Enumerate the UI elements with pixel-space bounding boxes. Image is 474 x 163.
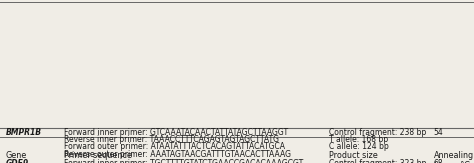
Text: Forward inner primer: TGCTTTTGTATCTGAACCGACACAAAGCGT: Forward inner primer: TGCTTTTGTATCTGAACC… — [64, 160, 303, 163]
Text: Control fragment: 238 bp: Control fragment: 238 bp — [329, 128, 427, 137]
Text: Control fragment: 323 bp: Control fragment: 323 bp — [329, 160, 427, 163]
Text: Gene: Gene — [6, 151, 27, 160]
Text: Forward outer primer: ATAATATTTACTCACAGTATTACATGCA: Forward outer primer: ATAATATTTACTCACAGT… — [64, 142, 285, 151]
Text: BMPR1B: BMPR1B — [6, 128, 42, 137]
Text: GDF9: GDF9 — [6, 160, 29, 163]
Text: 68: 68 — [434, 160, 443, 163]
Text: C allele: 124 bp: C allele: 124 bp — [329, 142, 389, 151]
Text: 54: 54 — [434, 128, 444, 137]
Text: Product size: Product size — [329, 151, 378, 160]
Text: Forward inner primer: GTCAAATACAACTATTATAGCTTAAGGT: Forward inner primer: GTCAAATACAACTATTAT… — [64, 128, 288, 137]
Text: Reverse outer primer: AAATAGTAACGATTTGTAACACTTAAAG: Reverse outer primer: AAATAGTAACGATTTGTA… — [64, 150, 291, 159]
Text: Annealing
temp. °C: Annealing temp. °C — [434, 151, 474, 163]
Text: Primer sequence: Primer sequence — [64, 151, 132, 160]
Text: T allele: 168 bp: T allele: 168 bp — [329, 135, 389, 144]
Text: Reverse inner primer: TAAACCTTTCAGAGTAGTAGCTTATG: Reverse inner primer: TAAACCTTTCAGAGTAGT… — [64, 135, 279, 144]
